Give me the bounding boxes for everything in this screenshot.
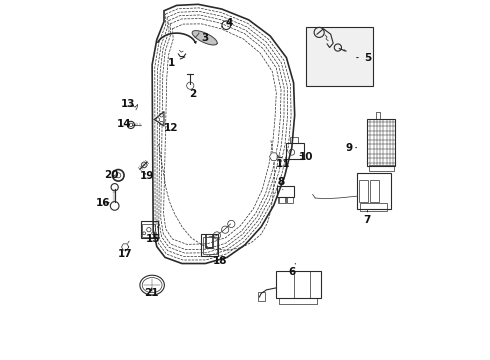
Text: 19: 19 (140, 171, 154, 181)
Bar (141, 221, 158, 238)
Text: 12: 12 (164, 123, 178, 133)
Bar (143, 224, 155, 237)
Bar (360, 203, 387, 211)
Bar (357, 173, 391, 209)
Text: 18: 18 (213, 256, 227, 266)
Text: 14: 14 (117, 119, 135, 129)
Polygon shape (270, 153, 278, 160)
Bar (258, 292, 265, 301)
Text: 7: 7 (364, 211, 371, 225)
Text: 9: 9 (346, 143, 357, 153)
Polygon shape (154, 112, 164, 126)
Bar (368, 119, 395, 166)
Bar (369, 165, 393, 171)
Polygon shape (192, 31, 217, 45)
Bar (370, 180, 379, 202)
Text: 5: 5 (357, 53, 371, 63)
Text: 16: 16 (96, 198, 110, 208)
Text: 10: 10 (299, 152, 314, 162)
Text: 6: 6 (288, 264, 295, 277)
Text: 4: 4 (221, 18, 232, 28)
Polygon shape (122, 244, 129, 250)
Text: 8: 8 (277, 177, 285, 190)
Bar (306, 27, 373, 86)
Text: 3: 3 (195, 33, 209, 43)
Text: 17: 17 (118, 249, 133, 259)
Bar (360, 180, 368, 202)
Text: 20: 20 (104, 170, 118, 180)
Bar (278, 197, 286, 203)
Text: 15: 15 (146, 234, 160, 244)
Bar (201, 234, 219, 256)
Text: 11: 11 (275, 159, 290, 169)
Bar (275, 271, 320, 298)
Text: 1: 1 (168, 57, 185, 68)
Text: 21: 21 (144, 288, 159, 298)
Bar (203, 237, 217, 254)
Text: 2: 2 (189, 89, 196, 99)
Bar (286, 143, 304, 159)
Bar (288, 197, 293, 203)
Bar (277, 186, 294, 197)
Text: 13: 13 (121, 99, 135, 109)
